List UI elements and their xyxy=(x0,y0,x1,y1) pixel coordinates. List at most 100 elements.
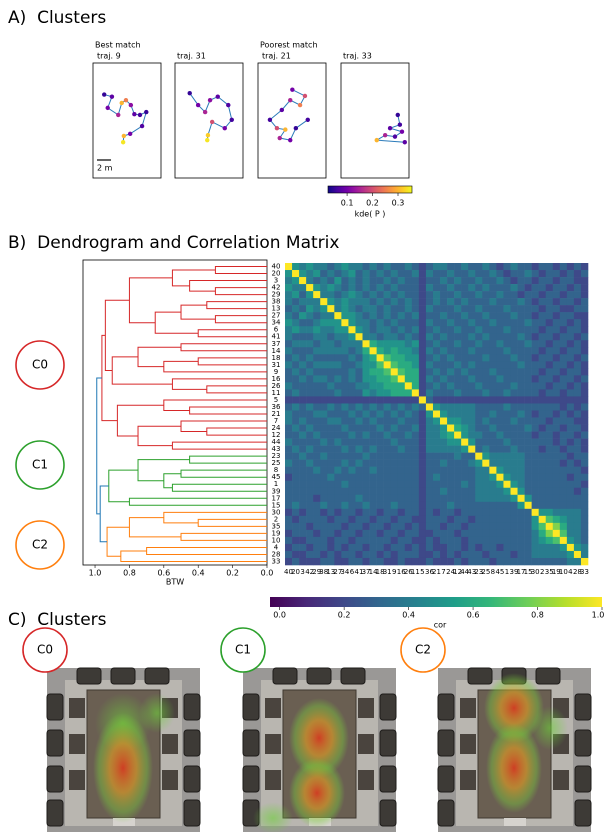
matrix-cell xyxy=(412,467,419,474)
matrix-cell xyxy=(546,495,553,502)
dendrogram-link xyxy=(198,519,267,526)
matrix-cell xyxy=(560,347,567,354)
matrix-cell xyxy=(327,277,334,284)
matrix-cell xyxy=(426,460,433,467)
matrix-cell xyxy=(525,263,532,270)
matrix-cell xyxy=(560,446,567,453)
matrix-x-label: 20 xyxy=(291,568,300,576)
matrix-cell xyxy=(327,460,334,467)
matrix-cell xyxy=(313,354,320,361)
matrix-cell xyxy=(567,382,574,389)
matrix-cell xyxy=(426,340,433,347)
matrix-cell xyxy=(574,418,581,425)
matrix-cell xyxy=(370,530,377,537)
matrix-cell xyxy=(539,389,546,396)
matrix-cell xyxy=(419,305,426,312)
matrix-cell xyxy=(475,509,482,516)
matrix-cell xyxy=(419,425,426,432)
matrix-cell xyxy=(546,277,553,284)
matrix-cell xyxy=(518,403,525,410)
matrix-cell xyxy=(299,453,306,460)
matrix-cell xyxy=(447,319,454,326)
matrix-cell xyxy=(363,544,370,551)
matrix-cell xyxy=(355,509,362,516)
matrix-cell xyxy=(503,389,510,396)
matrix-cell xyxy=(503,523,510,530)
dendrogram-link xyxy=(190,407,267,414)
matrix-cell xyxy=(447,460,454,467)
matrix-cell xyxy=(503,432,510,439)
matrix-cell xyxy=(518,382,525,389)
matrix-cell xyxy=(398,284,405,291)
matrix-cell xyxy=(334,502,341,509)
matrix-cell xyxy=(510,361,517,368)
matrix-cell xyxy=(454,488,461,495)
matrix-cell xyxy=(313,291,320,298)
trajectory-point xyxy=(288,138,292,142)
matrix-cell xyxy=(482,432,489,439)
matrix-cell xyxy=(391,558,398,565)
matrix-cell xyxy=(391,326,398,333)
matrix-cell xyxy=(433,396,440,403)
matrix-cell xyxy=(503,425,510,432)
matrix-cell xyxy=(299,558,306,565)
matrix-cell xyxy=(461,558,468,565)
matrix-cell xyxy=(398,403,405,410)
room-c1 xyxy=(243,668,396,832)
matrix-cell xyxy=(440,312,447,319)
matrix-cell xyxy=(532,446,539,453)
matrix-cell xyxy=(341,460,348,467)
matrix-cell xyxy=(299,467,306,474)
matrix-cell xyxy=(525,277,532,284)
dendrogram-link xyxy=(129,278,172,323)
matrix-cell xyxy=(560,284,567,291)
matrix-cell xyxy=(496,340,503,347)
matrix-cell xyxy=(440,389,447,396)
matrix-cell xyxy=(581,298,588,305)
matrix-cell xyxy=(292,425,299,432)
matrix-cell xyxy=(370,516,377,523)
dendrogram-link xyxy=(215,288,267,295)
matrix-cell xyxy=(370,312,377,319)
matrix-cell xyxy=(525,544,532,551)
matrix-cell xyxy=(539,347,546,354)
matrix-cell xyxy=(299,298,306,305)
trajectory-point xyxy=(290,87,294,91)
matrix-cell xyxy=(496,418,503,425)
matrix-cell xyxy=(475,284,482,291)
matrix-cell xyxy=(532,509,539,516)
matrix-cell xyxy=(518,375,525,382)
matrix-cell xyxy=(433,558,440,565)
matrix-cell xyxy=(532,488,539,495)
matrix-cell xyxy=(532,319,539,326)
matrix-cell xyxy=(447,432,454,439)
dendrogram-link xyxy=(207,428,267,435)
matrix-cell xyxy=(489,481,496,488)
trajectory-point xyxy=(138,113,142,117)
matrix-cell xyxy=(525,425,532,432)
trajectory-point xyxy=(388,126,392,130)
matrix-cell xyxy=(518,432,525,439)
matrix-cell xyxy=(419,551,426,558)
matrix-cell xyxy=(496,502,503,509)
matrix-cell xyxy=(447,410,454,417)
colorbar xyxy=(270,597,602,607)
matrix-cell xyxy=(447,467,454,474)
matrix-cell xyxy=(363,263,370,270)
matrix-cell xyxy=(454,333,461,340)
matrix-cell xyxy=(553,347,560,354)
matrix-cell xyxy=(320,270,327,277)
matrix-cell xyxy=(433,544,440,551)
matrix-cell xyxy=(433,523,440,530)
matrix-cell xyxy=(320,481,327,488)
matrix-cell xyxy=(503,354,510,361)
matrix-cell xyxy=(363,516,370,523)
matrix-cell xyxy=(398,418,405,425)
matrix-cell xyxy=(412,453,419,460)
matrix-cell xyxy=(503,551,510,558)
matrix-cell xyxy=(574,312,581,319)
matrix-cell xyxy=(567,284,574,291)
matrix-cell xyxy=(377,396,384,403)
matrix-cell xyxy=(391,502,398,509)
matrix-cell xyxy=(574,558,581,565)
